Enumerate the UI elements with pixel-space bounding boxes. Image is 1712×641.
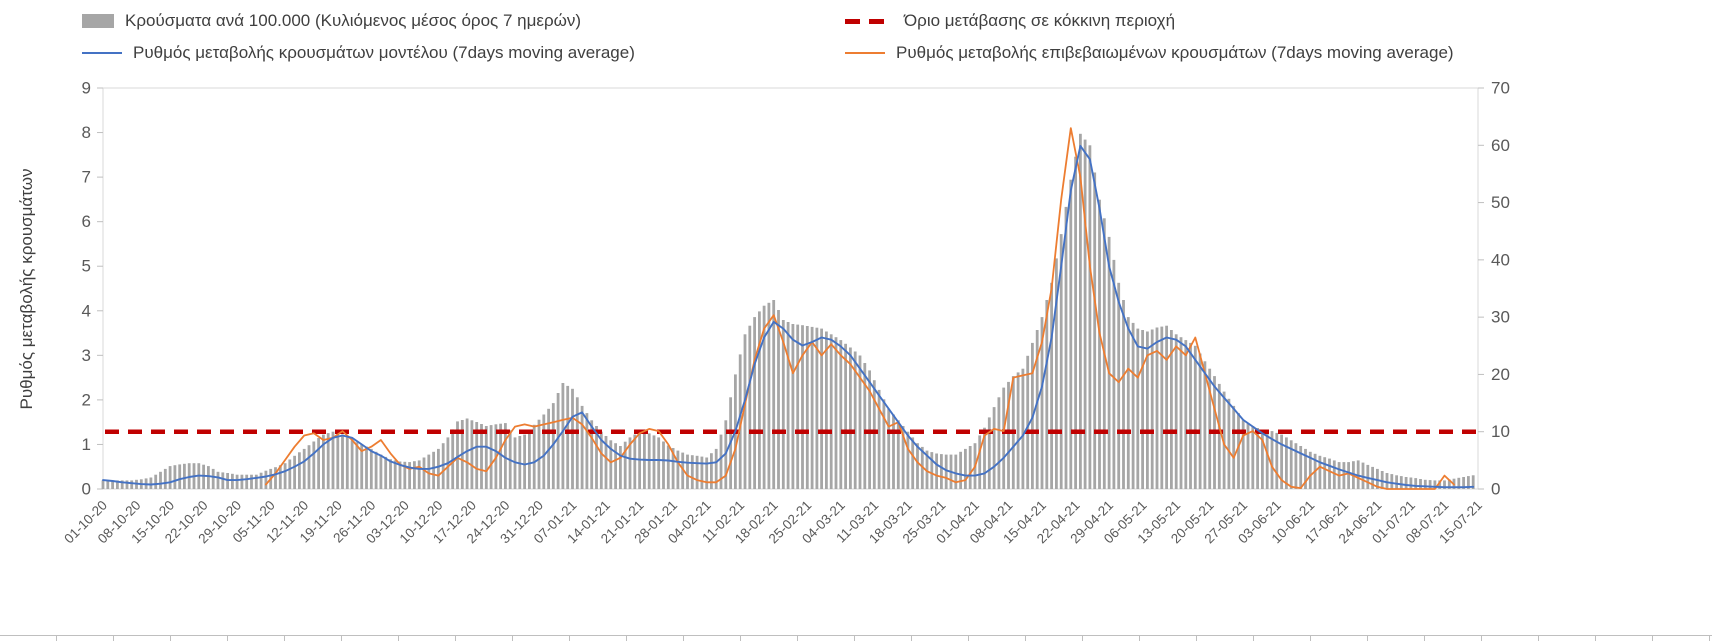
left-axis-tick-label: 4: [82, 301, 91, 320]
left-axis-tick-label: 8: [82, 123, 91, 142]
legend-label-confirmed-rate: Ρυθμός μεταβολής επιβεβαιωμένων κρουσμάτ…: [896, 43, 1454, 62]
model-line-legend-swatch: [82, 52, 122, 54]
right-axis-tick-label: 10: [1491, 422, 1510, 441]
legend-label-model-rate: Ρυθμός μεταβολής κρουσμάτων μοντέλου (7d…: [133, 43, 635, 62]
left-axis-tick-label: 5: [82, 257, 91, 276]
left-axis-tick-label: 7: [82, 168, 91, 187]
left-axis-labels: 0 1 2 3 4 5 6 7 8 9: [82, 79, 91, 499]
confirmed-rate-line: [265, 127, 1455, 490]
left-axis-title: Ρυθμός μεταβολής κρουσμάτων: [17, 168, 36, 410]
confirmed-line-legend-swatch: [845, 52, 885, 54]
legend-label-threshold: Όριο μετάβασης σε κόκκινη περιοχή: [904, 11, 1176, 30]
bars-series: [101, 133, 1475, 490]
bars-legend-swatch: [82, 14, 114, 28]
threshold-legend-swatch: [845, 18, 893, 24]
legend-item-threshold: Όριο μετάβασης σε κόκκινη περιοχή: [845, 11, 1175, 31]
right-axis-tick-label: 70: [1491, 79, 1510, 98]
plot-frame: [102, 87, 1479, 490]
left-axis-tick-label: 0: [82, 480, 91, 499]
x-axis-labels: 01-10-2008-10-2015-10-2022-10-2029-10-20…: [61, 498, 1485, 547]
left-axis-tick-label: 3: [82, 346, 91, 365]
right-axis-tick-label: 30: [1491, 308, 1510, 327]
legend-label-cases-per-100k: Κρούσματα ανά 100.000 (Κυλιόμενος μέσος …: [125, 11, 582, 30]
left-axis-tick-label: 2: [82, 390, 91, 409]
right-axis-tick-label: 50: [1491, 193, 1510, 212]
right-axis-labels: 0 10 20 30 40 50 60 70: [1491, 79, 1510, 499]
right-axis-tick-label: 20: [1491, 365, 1510, 384]
left-axis-tick-label: 1: [82, 435, 91, 454]
axis-ticks: [97, 87, 1484, 490]
left-axis-tick-label: 6: [82, 212, 91, 231]
legend-item-cases-per-100k: Κρούσματα ανά 100.000 (Κυλιόμενος μέσος …: [82, 11, 581, 31]
right-axis-tick-label: 40: [1491, 250, 1510, 269]
legend-item-confirmed-rate: Ρυθμός μεταβολής επιβεβαιωμένων κρουσμάτ…: [845, 43, 1454, 63]
right-axis-tick-label: 0: [1491, 480, 1500, 499]
model-rate-line: [102, 144, 1475, 489]
right-axis-tick-label: 60: [1491, 136, 1510, 155]
bottom-table-edge: [0, 635, 1712, 641]
legend-item-model-rate: Ρυθμός μεταβολής κρουσμάτων μοντέλου (7d…: [82, 43, 635, 63]
left-axis-tick-label: 9: [82, 79, 91, 98]
